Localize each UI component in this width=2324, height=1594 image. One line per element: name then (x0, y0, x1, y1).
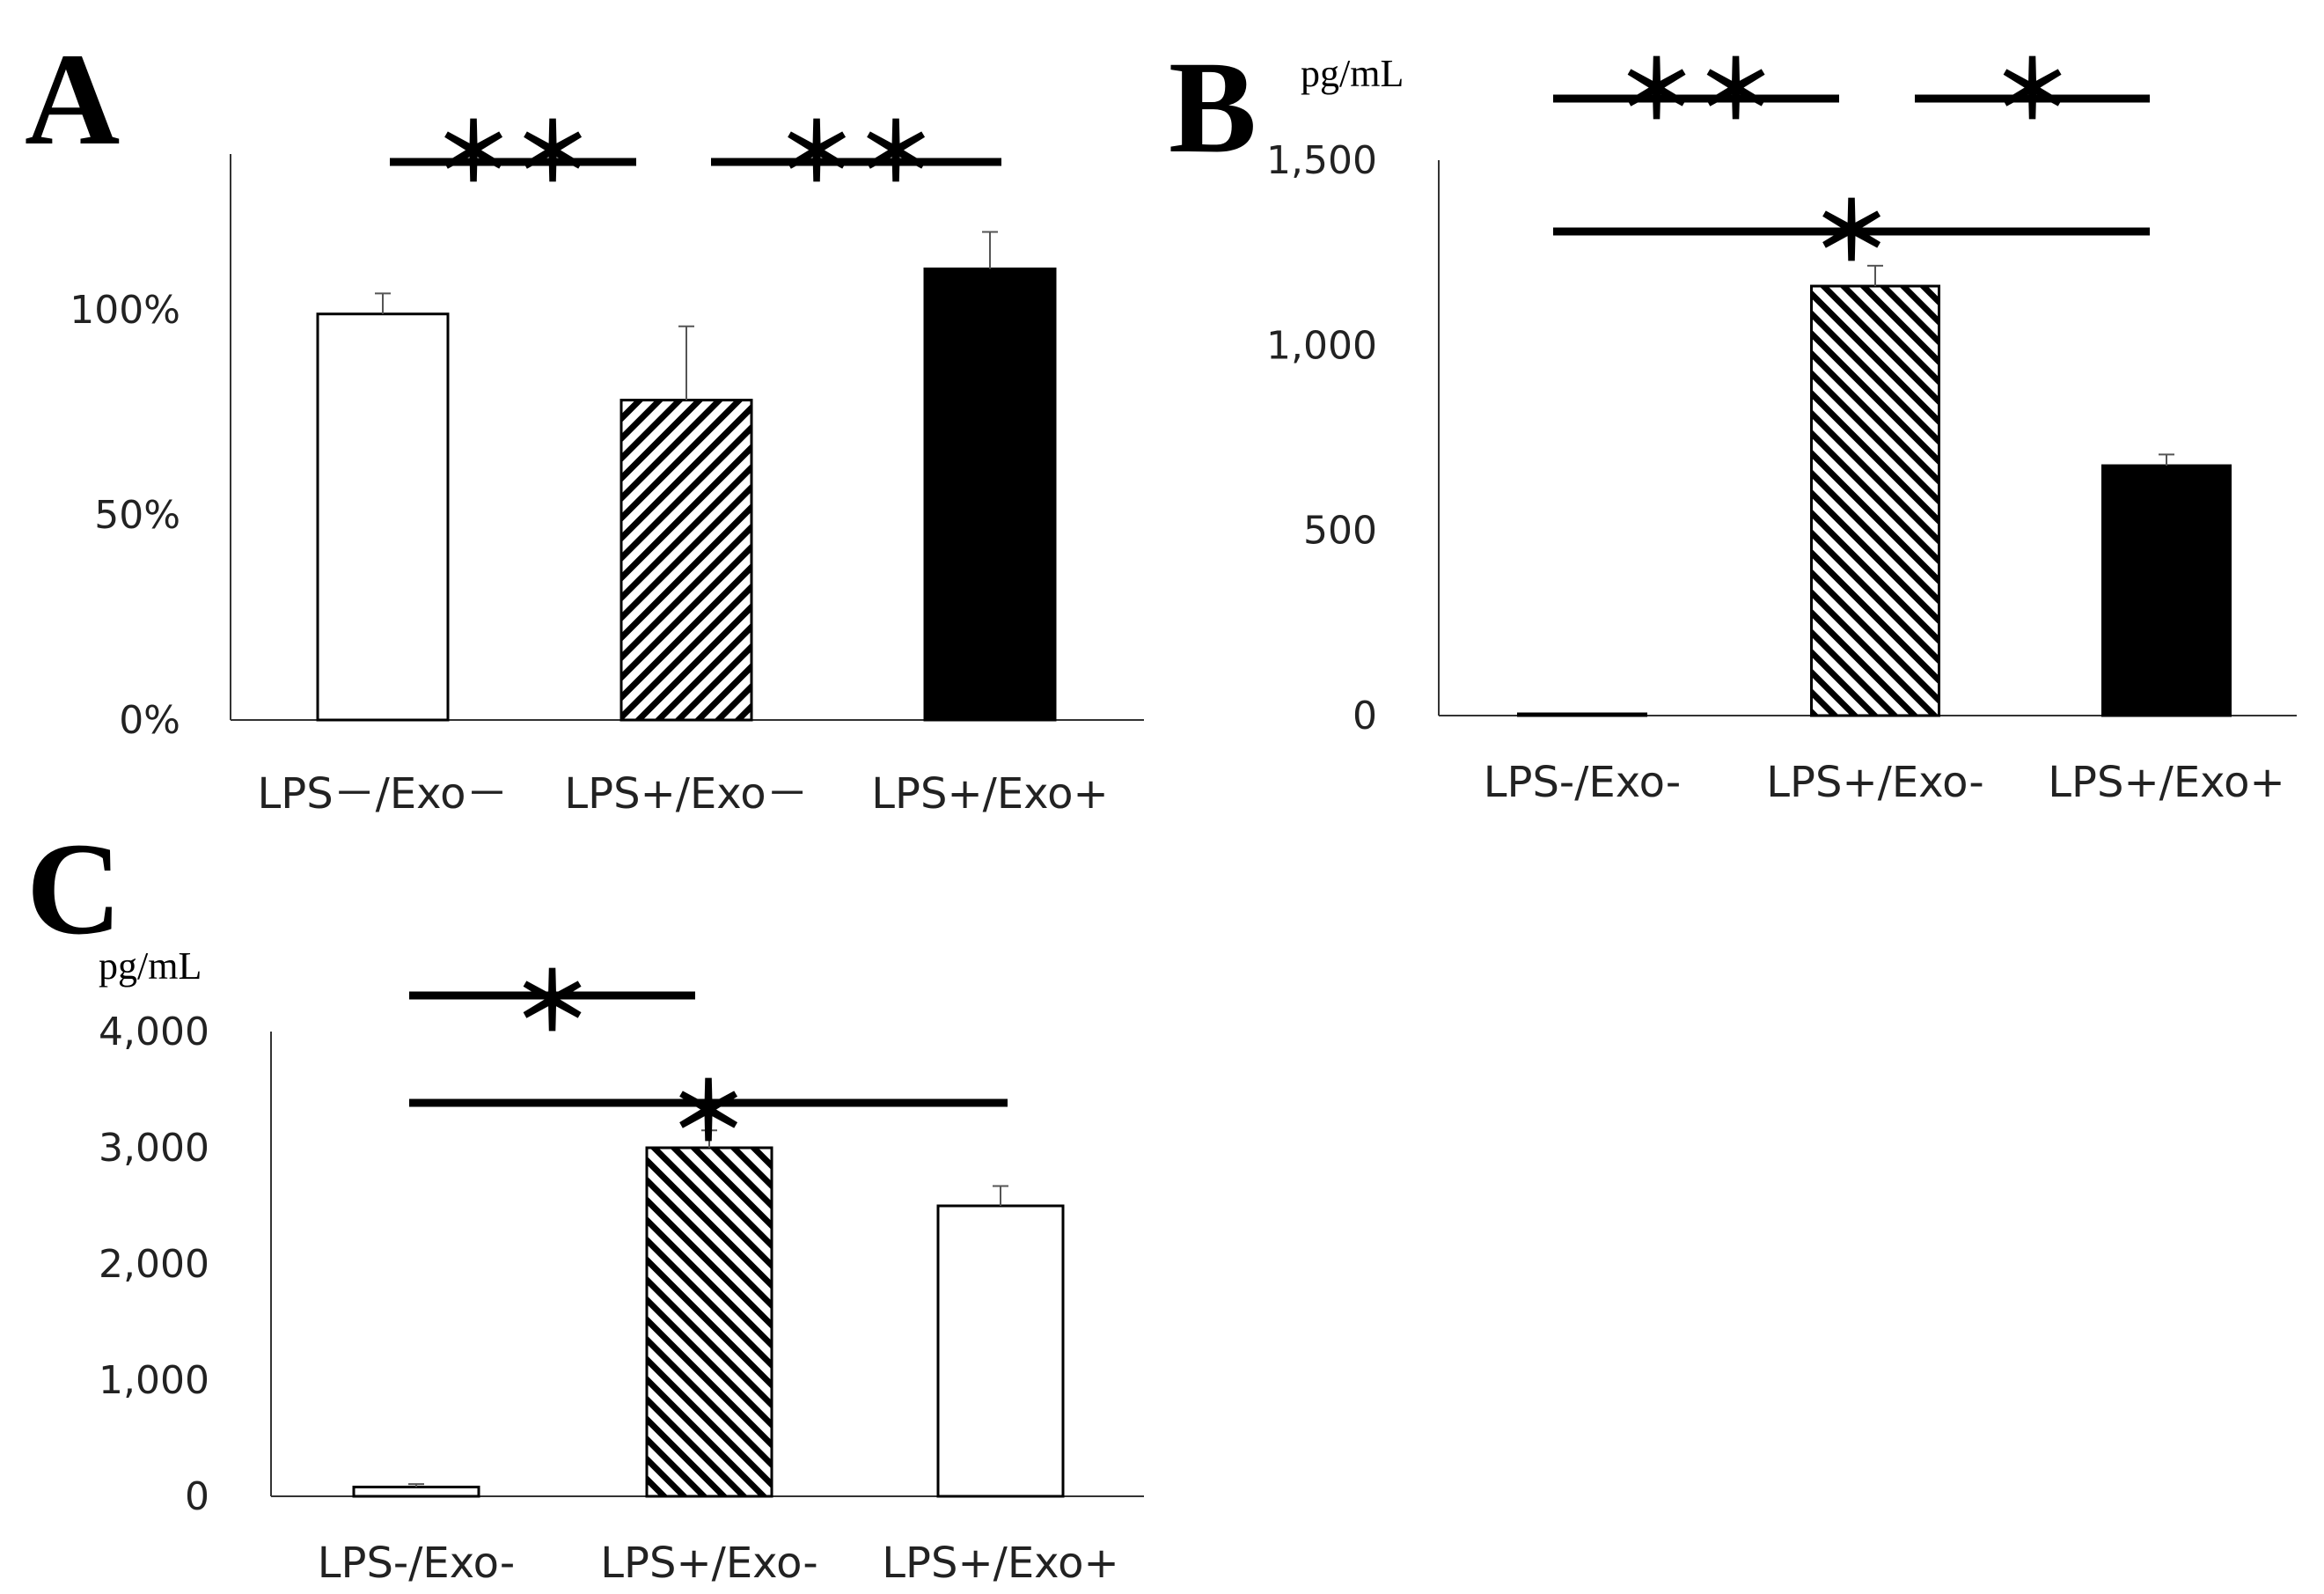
y-tick-label: 4,000 (99, 1010, 209, 1054)
bar (1810, 284, 1940, 717)
y-tick-label: 1,000 (99, 1358, 209, 1403)
x-category-label: LPS-/Exo- (318, 1539, 515, 1588)
y-tick-label: 500 (1303, 509, 1377, 554)
x-category-label: LPS+/Exo+ (2048, 758, 2284, 807)
bar (2101, 464, 2232, 717)
bar (645, 1146, 773, 1498)
significance-stars: ＊＊ (1617, 45, 1776, 137)
significance-stars: ＊ (513, 957, 592, 1049)
bar (316, 312, 450, 722)
y-tick-label: 1,000 (1266, 323, 1377, 368)
y-tick-label: 0 (1353, 694, 1377, 738)
x-category-label: LPS－/Exo－ (258, 769, 509, 819)
x-category-label: LPS+/Exo+ (882, 1539, 1118, 1588)
panel-letter: B (1169, 34, 1257, 180)
y-tick-label: 2,000 (99, 1242, 209, 1287)
panel-letter: C (26, 816, 121, 962)
panel-letter: A (25, 26, 120, 173)
bar (1517, 712, 1647, 717)
x-category-label: LPS-/Exo- (1484, 758, 1681, 807)
y-axis-unit: pg/mL (1301, 52, 1404, 95)
significance-stars: ＊＊ (777, 107, 935, 200)
y-axis-unit: pg/mL (99, 944, 202, 988)
panel-c: Cpg/mL 0 1,000 2,000 3,000 4,000 LPS-/Exo- LPS+… (26, 816, 1144, 1588)
significance-stars: ＊ (1993, 45, 2072, 137)
y-tick-label: 50% (94, 493, 180, 538)
x-category-label: LPS+/Exo- (1766, 758, 1983, 807)
x-category-label: LPS+/Exo- (600, 1539, 817, 1588)
significance-stars: ＊ (1812, 187, 1891, 279)
panel-a: A 0% 50% 100% LPS－/Exo－ LPS+/Exo－ LPS+/Exo+ ＊＊ ＊… (25, 26, 1144, 819)
x-category-label: LPS+/Exo－ (564, 769, 808, 819)
y-tick-label: 0 (185, 1474, 209, 1519)
significance-stars: ＊ (669, 1067, 748, 1159)
y-tick-label: 0% (119, 698, 180, 743)
bar (936, 1204, 1065, 1498)
y-tick-label: 100% (70, 288, 180, 333)
y-tick-label: 1,500 (1266, 138, 1377, 183)
bar (619, 399, 753, 722)
bar (352, 1485, 480, 1498)
x-category-label: LPS+/Exo+ (871, 769, 1108, 819)
y-tick-label: 3,000 (99, 1126, 209, 1171)
significance-stars: ＊＊ (434, 107, 592, 200)
bar (923, 267, 1057, 722)
